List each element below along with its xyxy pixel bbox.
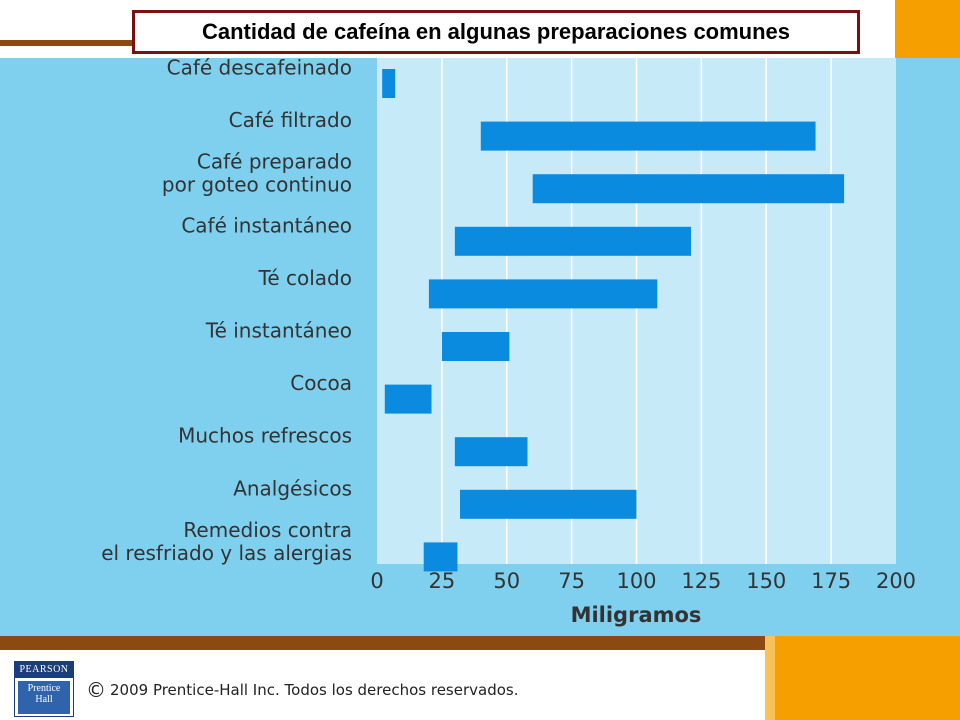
category-label: Café descafeinado (167, 58, 352, 80)
slide-title: Cantidad de cafeína en algunas preparaci… (132, 10, 860, 54)
category-label: el resfriado y las alergias (101, 541, 352, 565)
bars (382, 69, 845, 572)
x-axis-label: Miligramos (571, 603, 702, 627)
category-label: por goteo continuo (162, 173, 352, 197)
pearson-logo: PEARSON Prentice Hall (14, 661, 74, 717)
category-label: Muchos refrescos (178, 424, 352, 448)
logo-line-1: Prentice (27, 683, 61, 694)
bar (480, 121, 816, 151)
x-tick-label: 25 (429, 569, 456, 593)
copyright-notice: © 2009 Prentice-Hall Inc. Todos los derec… (86, 678, 518, 702)
bar (423, 542, 458, 572)
category-label: Café preparado (197, 150, 352, 174)
bar (441, 332, 510, 361)
x-tick-label: 0 (370, 569, 383, 593)
bar (382, 69, 396, 98)
category-labels: Café descafeinado Café filtrado Café prepa… (101, 58, 352, 565)
x-tick-label: 125 (681, 569, 721, 593)
x-tick-labels: 0 25 50 75 100 125 150 175 200 (370, 569, 916, 593)
orange-footer-block (765, 636, 960, 720)
orange-corner-block (895, 0, 960, 58)
x-tick-label: 200 (876, 569, 916, 593)
category-label: Café instantáneo (181, 213, 352, 237)
category-label: Cocoa (290, 371, 352, 395)
logo-line-2: Hall (35, 694, 53, 705)
category-label: Analgésicos (233, 476, 352, 500)
category-label: Café filtrado (229, 108, 352, 132)
bar (428, 279, 658, 309)
x-tick-label: 50 (493, 569, 520, 593)
category-label: Remedios contra (183, 518, 352, 542)
x-tick-label: 150 (746, 569, 786, 593)
x-tick-label: 175 (811, 569, 851, 593)
chart-panel: Café descafeinado Café filtrado Café prepa… (0, 58, 960, 636)
orange-footer-accent (765, 636, 775, 720)
category-label: Té colado (258, 266, 352, 290)
bar (454, 226, 691, 256)
bar (454, 437, 528, 467)
bar (532, 174, 845, 204)
category-label: Té instantáneo (205, 319, 352, 343)
bar (384, 384, 432, 414)
copyright-icon: © (86, 678, 106, 702)
x-tick-label: 100 (616, 569, 656, 593)
copyright-text: 2009 Prentice-Hall Inc. Todos los derech… (110, 681, 519, 699)
x-tick-label: 75 (558, 569, 585, 593)
bottom-divider-line (0, 636, 960, 650)
bar (460, 489, 637, 519)
logo-top-text: PEARSON (15, 662, 73, 678)
logo-prentice-hall: Prentice Hall (18, 681, 70, 714)
